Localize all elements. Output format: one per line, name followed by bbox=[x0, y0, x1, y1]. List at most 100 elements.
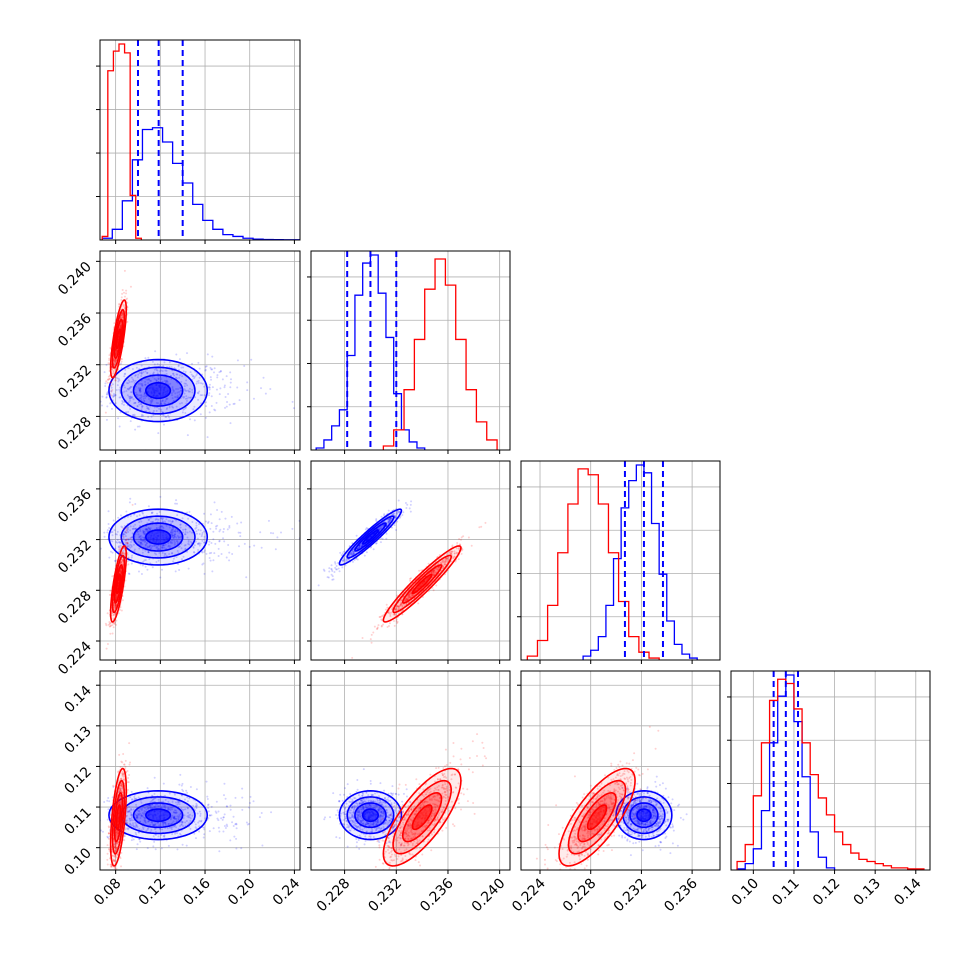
sample-point bbox=[141, 551, 144, 554]
sample-point bbox=[184, 528, 187, 531]
sample-point bbox=[160, 516, 163, 519]
sample-point bbox=[168, 792, 171, 795]
sample-point bbox=[229, 808, 232, 811]
sample-point bbox=[226, 528, 229, 531]
sample-point bbox=[126, 542, 129, 545]
sample-point bbox=[160, 568, 163, 571]
sample-point bbox=[136, 530, 139, 533]
histogram-red-2 bbox=[526, 468, 660, 660]
sample-point bbox=[387, 519, 390, 522]
sample-point bbox=[215, 401, 218, 404]
sample-point bbox=[171, 394, 174, 397]
sample-point bbox=[118, 326, 121, 329]
sample-point bbox=[130, 396, 133, 399]
sample-point bbox=[131, 503, 134, 506]
sample-point bbox=[118, 388, 121, 391]
sample-point bbox=[148, 518, 151, 521]
sample-point bbox=[404, 501, 407, 504]
sample-point bbox=[140, 413, 143, 416]
sample-point bbox=[113, 359, 116, 362]
sample-point bbox=[210, 368, 213, 371]
sample-point bbox=[172, 530, 175, 533]
sample-point bbox=[129, 497, 132, 500]
sample-point bbox=[143, 393, 146, 396]
sample-point bbox=[196, 537, 199, 540]
sample-point bbox=[364, 528, 367, 531]
sample-point bbox=[161, 399, 164, 402]
panel-content bbox=[526, 461, 698, 660]
sample-point bbox=[207, 543, 210, 546]
sample-point bbox=[138, 810, 141, 813]
sample-point bbox=[126, 541, 129, 544]
sample-point bbox=[130, 386, 133, 389]
sample-point bbox=[155, 560, 158, 563]
sample-point bbox=[164, 806, 167, 809]
sample-point bbox=[203, 549, 206, 552]
sample-point bbox=[161, 370, 164, 373]
sample-point bbox=[211, 355, 214, 358]
sample-point bbox=[112, 395, 115, 398]
sample-point bbox=[159, 828, 162, 831]
sample-point bbox=[116, 530, 119, 533]
sample-point bbox=[112, 371, 115, 374]
sample-point bbox=[351, 550, 354, 553]
sample-point bbox=[127, 572, 130, 575]
sample-point bbox=[115, 352, 118, 355]
sample-point bbox=[113, 363, 116, 366]
sample-point bbox=[162, 423, 165, 426]
sample-point bbox=[405, 597, 408, 600]
sample-point bbox=[409, 510, 412, 513]
sample-point bbox=[229, 839, 232, 842]
sample-point bbox=[183, 533, 186, 536]
sample-point bbox=[161, 517, 164, 520]
sample-point bbox=[127, 395, 130, 398]
sample-point bbox=[165, 408, 168, 411]
sample-point bbox=[105, 395, 108, 398]
sample-point bbox=[162, 544, 165, 547]
sample-point bbox=[173, 533, 176, 536]
sample-point bbox=[225, 405, 228, 408]
sample-point bbox=[141, 405, 144, 408]
sample-point bbox=[125, 819, 128, 822]
sample-point bbox=[174, 528, 177, 531]
sample-point bbox=[138, 828, 141, 831]
sample-point bbox=[357, 547, 360, 550]
sample-point bbox=[158, 805, 161, 808]
sample-point bbox=[120, 525, 123, 528]
sample-point bbox=[131, 367, 134, 370]
sample-point bbox=[145, 529, 148, 532]
panel-frame bbox=[99, 39, 301, 241]
sample-point bbox=[218, 393, 221, 396]
sample-point bbox=[198, 376, 201, 379]
sample-point bbox=[455, 547, 458, 550]
sample-point bbox=[105, 624, 108, 627]
sample-point bbox=[139, 397, 142, 400]
sample-point bbox=[141, 406, 144, 409]
sample-point bbox=[147, 406, 150, 409]
sample-point bbox=[226, 825, 229, 828]
sample-point bbox=[111, 551, 114, 554]
sample-point bbox=[276, 536, 279, 539]
sample-point bbox=[145, 395, 148, 398]
sample-point bbox=[139, 820, 142, 823]
sample-point bbox=[114, 533, 117, 536]
sample-point bbox=[114, 597, 117, 600]
sample-point bbox=[170, 392, 173, 395]
sample-point bbox=[166, 827, 169, 830]
sample-point bbox=[137, 394, 140, 397]
sample-point bbox=[150, 546, 153, 549]
sample-point bbox=[112, 622, 115, 625]
sample-point bbox=[430, 570, 433, 573]
sample-point bbox=[184, 524, 187, 527]
sample-point bbox=[137, 533, 140, 536]
sample-point bbox=[118, 548, 121, 551]
sample-point bbox=[358, 545, 361, 548]
sample-point bbox=[130, 808, 133, 811]
sample-point bbox=[140, 572, 143, 575]
sample-point bbox=[387, 518, 390, 521]
sample-point bbox=[120, 609, 123, 612]
sample-point bbox=[139, 563, 142, 566]
sample-point bbox=[174, 530, 177, 533]
sample-point bbox=[142, 532, 145, 535]
sample-point bbox=[157, 835, 160, 838]
